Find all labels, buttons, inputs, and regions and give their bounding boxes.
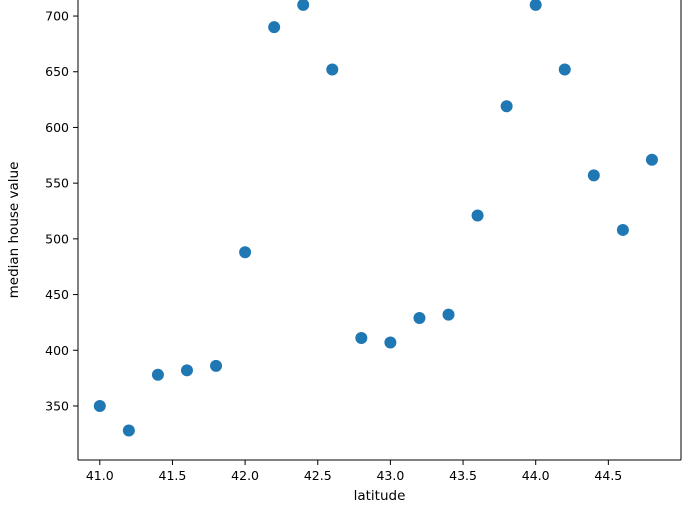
y-tick-label: 450 bbox=[45, 287, 69, 302]
data-point bbox=[180, 364, 193, 377]
data-point bbox=[587, 169, 600, 182]
x-tick-label: 44.5 bbox=[594, 468, 622, 483]
x-axis-label: latitude bbox=[353, 488, 406, 504]
y-tick-label: 700 bbox=[45, 9, 69, 24]
data-point bbox=[93, 399, 106, 412]
y-tick-label: 550 bbox=[45, 176, 69, 191]
y-tick-label: 500 bbox=[45, 231, 69, 246]
data-point bbox=[151, 368, 164, 381]
x-tick-label: 41.0 bbox=[86, 468, 114, 483]
data-point bbox=[413, 311, 426, 324]
data-point bbox=[558, 63, 571, 76]
y-tick-label: 600 bbox=[45, 120, 69, 135]
data-point bbox=[122, 424, 135, 437]
x-tick-label: 42.5 bbox=[304, 468, 332, 483]
data-point bbox=[471, 209, 484, 222]
data-point bbox=[239, 246, 252, 259]
y-tick-label: 650 bbox=[45, 64, 69, 79]
x-tick-label: 42.0 bbox=[231, 468, 259, 483]
data-point bbox=[616, 223, 629, 236]
data-point bbox=[529, 0, 542, 11]
data-point bbox=[500, 100, 513, 113]
y-tick-label: 400 bbox=[45, 343, 69, 358]
data-point bbox=[645, 153, 658, 166]
data-point bbox=[355, 332, 368, 345]
data-point bbox=[297, 0, 310, 11]
x-tick-label: 43.5 bbox=[449, 468, 477, 483]
data-point bbox=[268, 21, 281, 34]
data-point bbox=[210, 359, 223, 372]
y-axis-label: median house value bbox=[6, 161, 22, 299]
data-point bbox=[326, 63, 339, 76]
data-point bbox=[384, 336, 397, 349]
x-tick-label: 41.5 bbox=[159, 468, 187, 483]
x-tick-label: 44.0 bbox=[522, 468, 550, 483]
x-tick-label: 43.0 bbox=[376, 468, 404, 483]
data-point bbox=[442, 308, 455, 321]
y-tick-label: 350 bbox=[45, 398, 69, 413]
